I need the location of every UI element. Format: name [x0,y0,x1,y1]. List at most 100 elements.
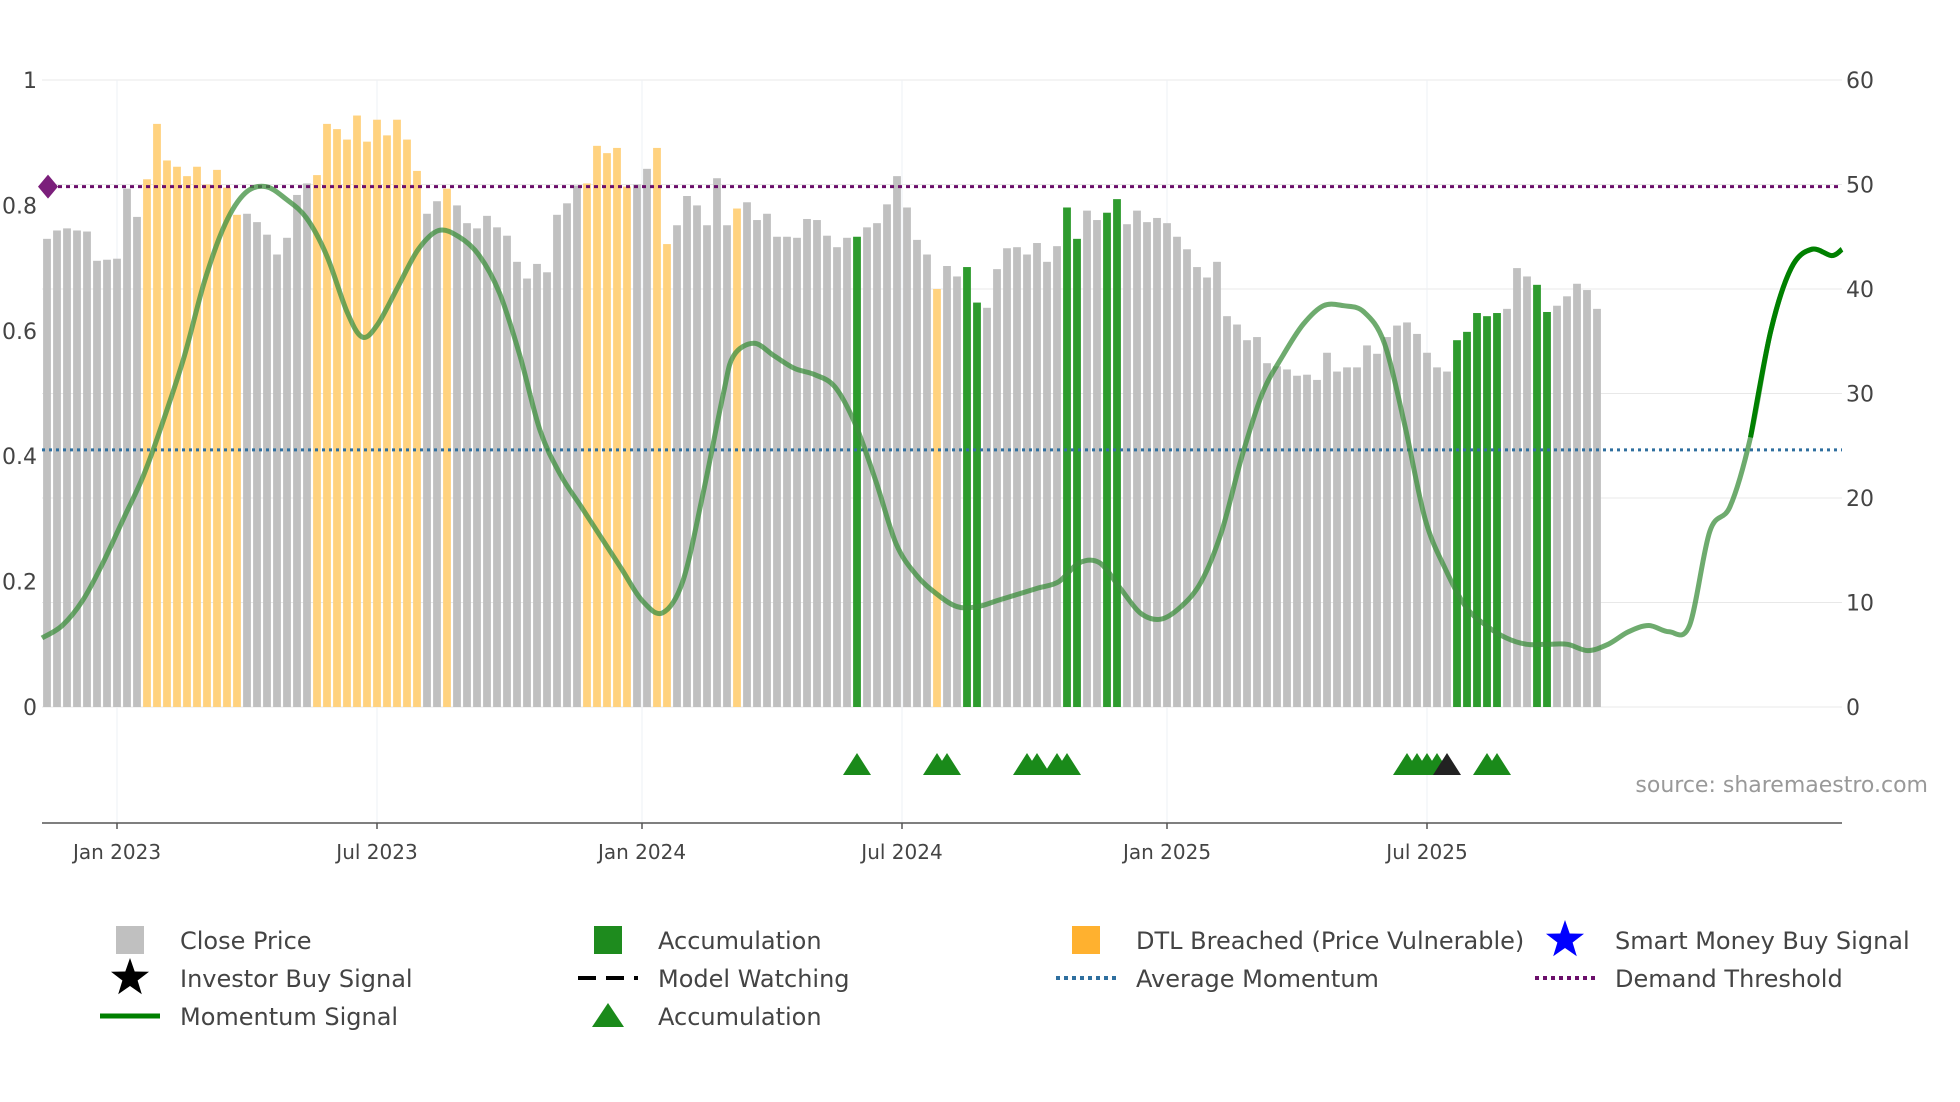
accumulation-swatch [594,926,622,954]
close-price-bar [743,202,751,707]
close-price-bar [1173,236,1181,707]
left-axis-tick-label: 0.4 [2,445,37,470]
close-price-bar [513,261,521,707]
close-price-bar [863,227,871,707]
dtl-breached-bar [163,160,171,708]
dtl-breached-bar [933,289,941,707]
close-price-bar [813,220,821,707]
legend: Close Price Accumulation DTL Breached (Pri… [100,920,1910,1031]
dtl-breached-bar [613,147,621,708]
close-price-bar [923,254,931,707]
close-price-bar [1213,261,1221,707]
close-price-bar [93,260,101,707]
close-price-bar [1563,296,1571,707]
close-price-bar [1023,254,1031,707]
close-price-bar [1373,353,1381,707]
legend-item: DTL Breached (Price Vulnerable) [1072,926,1524,955]
momentum-signal-recent [1748,246,1844,438]
close-price-bar [1393,325,1401,707]
close-price-bar [983,307,991,707]
dtl-breached-bar [213,169,221,707]
close-price-bar [1363,345,1371,707]
source-label: source: sharemaestro.com [1635,773,1928,798]
legend-label: Demand Threshold [1615,965,1843,993]
left-axis-tick-label: 0 [23,696,37,721]
close-price-bar [683,196,691,707]
accumulation-bar [853,236,861,707]
close-price-bar [673,225,681,707]
close-price-bar [1443,371,1451,707]
accumulation-bar [1463,331,1471,707]
accumulation-marker [1023,753,1051,775]
close-price-bar [1573,283,1581,707]
x-axis-tick-label: Jan 2024 [596,840,686,864]
dtl-breached-bar [623,186,631,708]
dtl-breached-bar [413,170,421,707]
dtl-breached-bar [603,153,611,707]
accumulation-bar [963,267,971,707]
dtl-breached-bar [333,129,341,707]
close-price-bar [793,237,801,708]
close-price-bar [523,278,531,707]
accumulation-marker [933,753,961,775]
close-price-bar [573,185,581,708]
dtl-breached-bar [393,119,401,707]
signal-lines [38,174,1844,654]
close-price-bar [1333,371,1341,707]
dtl-breached-bar [313,175,321,708]
x-axis-tick-label: Jul 2025 [1384,840,1467,864]
close-price-bar [833,247,841,707]
close-price-bar [1293,375,1301,707]
close-price-bar [1183,249,1191,708]
close-price-bar [913,239,921,707]
triangle-icon [592,1003,624,1027]
right-axis-tick-label: 50 [1846,174,1874,199]
dtl-breached-bar [583,183,591,707]
close-price-bar [903,207,911,708]
close-price-bar [273,254,281,707]
close-price-bar [753,220,761,707]
close-price-bar [723,225,731,707]
close-price-bar [943,266,951,707]
close-price-swatch [116,926,144,954]
accumulation-bar [1073,238,1081,707]
dtl-breached-bar [373,119,381,707]
dtl-breached-bar [353,115,361,707]
close-price-bar [1193,267,1201,707]
close-price-bar [893,176,901,707]
close-price-bar [113,258,121,707]
close-price-bar [1523,276,1531,707]
legend-label: Model Watching [658,965,850,993]
right-axis-tick-label: 40 [1846,278,1874,303]
left-axis-tick-label: 0.8 [2,194,37,219]
close-price-bar [1043,261,1051,707]
close-price-bar [1503,308,1511,707]
close-price-bar [1413,333,1421,707]
demand-threshold-marker [38,174,58,199]
close-price-bar [533,263,541,707]
legend-label: Accumulation [658,1003,822,1031]
close-price-bar [883,204,891,708]
close-price-bar [633,184,641,707]
left-axis-tick-label: 0.2 [2,571,37,596]
close-price-bar [1553,305,1561,707]
accumulation-marker [843,753,871,775]
accumulation-bar [973,302,981,707]
dtl-breached-bar [593,145,601,708]
legend-item: Smart Money Buy Signal [1546,920,1910,957]
accumulation-bar [1483,316,1491,707]
legend-item: Accumulation [592,1003,822,1031]
x-axis-tick-label: Jan 2023 [71,840,161,864]
close-price-bar [1283,369,1291,707]
legend-label: Smart Money Buy Signal [1615,927,1910,955]
legend-label: DTL Breached (Price Vulnerable) [1136,927,1524,955]
close-price-bar [1383,337,1391,707]
close-price-bar [283,237,291,708]
dtl-breached-bar [663,244,671,707]
legend-label: Momentum Signal [180,1003,398,1031]
close-price-bar [1593,308,1601,707]
right-axis-tick-label: 30 [1846,383,1874,408]
accumulation-bar [1113,199,1121,707]
